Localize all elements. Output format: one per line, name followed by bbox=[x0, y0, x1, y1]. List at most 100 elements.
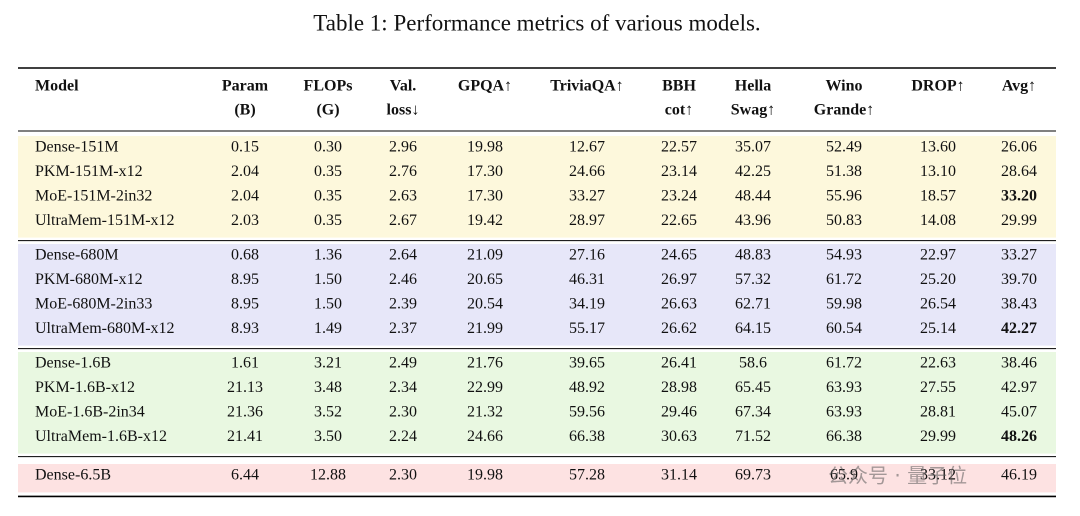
cell: 2.37 bbox=[389, 320, 417, 337]
cell: 22.57 bbox=[661, 139, 697, 156]
cell: 59.98 bbox=[826, 295, 862, 312]
cell: 43.96 bbox=[735, 212, 771, 229]
cell: 46.31 bbox=[569, 271, 605, 288]
cell: 33.27 bbox=[569, 187, 605, 204]
cell: 39.65 bbox=[569, 355, 605, 372]
cell: 2.24 bbox=[389, 428, 417, 445]
cell: 23.14 bbox=[661, 163, 697, 180]
cell: 39.70 bbox=[1001, 271, 1037, 288]
column-header: Model bbox=[35, 78, 79, 95]
cell: 2.63 bbox=[389, 187, 417, 204]
cell: 22.97 bbox=[920, 247, 956, 264]
cell: 28.97 bbox=[569, 212, 605, 229]
row-label: Dense-1.6B bbox=[35, 355, 111, 372]
column-header: Swag↑ bbox=[731, 102, 775, 119]
group-band bbox=[18, 244, 1056, 346]
cell: 66.38 bbox=[569, 428, 605, 445]
column-header: Val. bbox=[390, 78, 417, 95]
cell: 42.27 bbox=[1001, 320, 1037, 337]
cell: 45.07 bbox=[1001, 403, 1037, 420]
cell: 26.06 bbox=[1001, 139, 1037, 156]
cell: 35.07 bbox=[735, 139, 771, 156]
cell: 2.30 bbox=[389, 467, 417, 484]
cell: 1.61 bbox=[231, 355, 259, 372]
cell: 0.68 bbox=[231, 247, 259, 264]
cell: 48.83 bbox=[735, 247, 771, 264]
cell: 26.54 bbox=[920, 295, 956, 312]
cell: 12.67 bbox=[569, 139, 605, 156]
cell: 55.96 bbox=[826, 187, 862, 204]
cell: 34.19 bbox=[569, 295, 605, 312]
cell: 69.73 bbox=[735, 467, 771, 484]
cell: 2.49 bbox=[389, 355, 417, 372]
cell: 2.03 bbox=[231, 212, 259, 229]
cell: 23.24 bbox=[661, 187, 697, 204]
cell: 0.35 bbox=[314, 187, 342, 204]
column-header: Hella bbox=[735, 78, 771, 95]
cell: 71.52 bbox=[735, 428, 771, 445]
cell: 21.41 bbox=[227, 428, 263, 445]
cell: 21.32 bbox=[467, 403, 503, 420]
cell: 22.63 bbox=[920, 355, 956, 372]
cell: 29.46 bbox=[661, 403, 697, 420]
cell: 13.10 bbox=[920, 163, 956, 180]
column-header: (G) bbox=[316, 102, 339, 119]
cell: 2.30 bbox=[389, 403, 417, 420]
cell: 20.65 bbox=[467, 271, 503, 288]
cell: 33.12 bbox=[920, 467, 956, 484]
cell: 33.27 bbox=[1001, 247, 1037, 264]
cell: 1.36 bbox=[314, 247, 342, 264]
cell: 3.52 bbox=[314, 403, 342, 420]
column-header: loss↓ bbox=[387, 102, 420, 119]
group-band bbox=[18, 136, 1056, 238]
row-label: Dense-151M bbox=[35, 139, 119, 156]
cell: 28.64 bbox=[1001, 163, 1037, 180]
cell: 25.14 bbox=[920, 320, 956, 337]
cell: 19.98 bbox=[467, 139, 503, 156]
cell: 29.99 bbox=[920, 428, 956, 445]
watermark: 公众号 · 量子位 bbox=[828, 464, 967, 488]
cell: 17.30 bbox=[467, 187, 503, 204]
cell: 21.76 bbox=[467, 355, 503, 372]
cell: 65.45 bbox=[735, 379, 771, 396]
cell: 21.36 bbox=[227, 403, 263, 420]
cell: 0.35 bbox=[314, 163, 342, 180]
column-header: DROP↑ bbox=[911, 78, 964, 95]
cell: 28.98 bbox=[661, 379, 697, 396]
cell: 19.98 bbox=[467, 467, 503, 484]
cell: 57.32 bbox=[735, 271, 771, 288]
cell: 8.93 bbox=[231, 320, 259, 337]
cell: 31.14 bbox=[661, 467, 697, 484]
cell: 51.38 bbox=[826, 163, 862, 180]
cell: 14.08 bbox=[920, 212, 956, 229]
cell: 2.76 bbox=[389, 163, 417, 180]
cell: 38.46 bbox=[1001, 355, 1037, 372]
cell: 19.42 bbox=[467, 212, 503, 229]
cell: 20.54 bbox=[467, 295, 503, 312]
row-label: MoE-151M-2in32 bbox=[35, 187, 152, 204]
cell: 27.16 bbox=[569, 247, 605, 264]
cell: 58.6 bbox=[739, 355, 767, 372]
cell: 1.49 bbox=[314, 320, 342, 337]
cell: 28.81 bbox=[920, 403, 956, 420]
cell: 12.88 bbox=[310, 467, 346, 484]
cell: 50.83 bbox=[826, 212, 862, 229]
group-band bbox=[18, 464, 1056, 493]
cell: 18.57 bbox=[920, 187, 956, 204]
cell: 61.72 bbox=[826, 271, 862, 288]
row-label: MoE-1.6B-2in34 bbox=[35, 403, 145, 420]
row-label: PKM-151M-x12 bbox=[35, 163, 143, 180]
cell: 0.30 bbox=[314, 139, 342, 156]
cell: 54.93 bbox=[826, 247, 862, 264]
cell: 24.65 bbox=[661, 247, 697, 264]
cell: 30.63 bbox=[661, 428, 697, 445]
cell: 2.96 bbox=[389, 139, 417, 156]
cell: 27.55 bbox=[920, 379, 956, 396]
cell: 42.97 bbox=[1001, 379, 1037, 396]
column-header: Param bbox=[222, 78, 269, 95]
row-label: UltraMem-1.6B-x12 bbox=[35, 428, 167, 445]
column-header: (B) bbox=[234, 102, 255, 119]
cell: 13.60 bbox=[920, 139, 956, 156]
column-header: FLOPs bbox=[304, 78, 353, 95]
